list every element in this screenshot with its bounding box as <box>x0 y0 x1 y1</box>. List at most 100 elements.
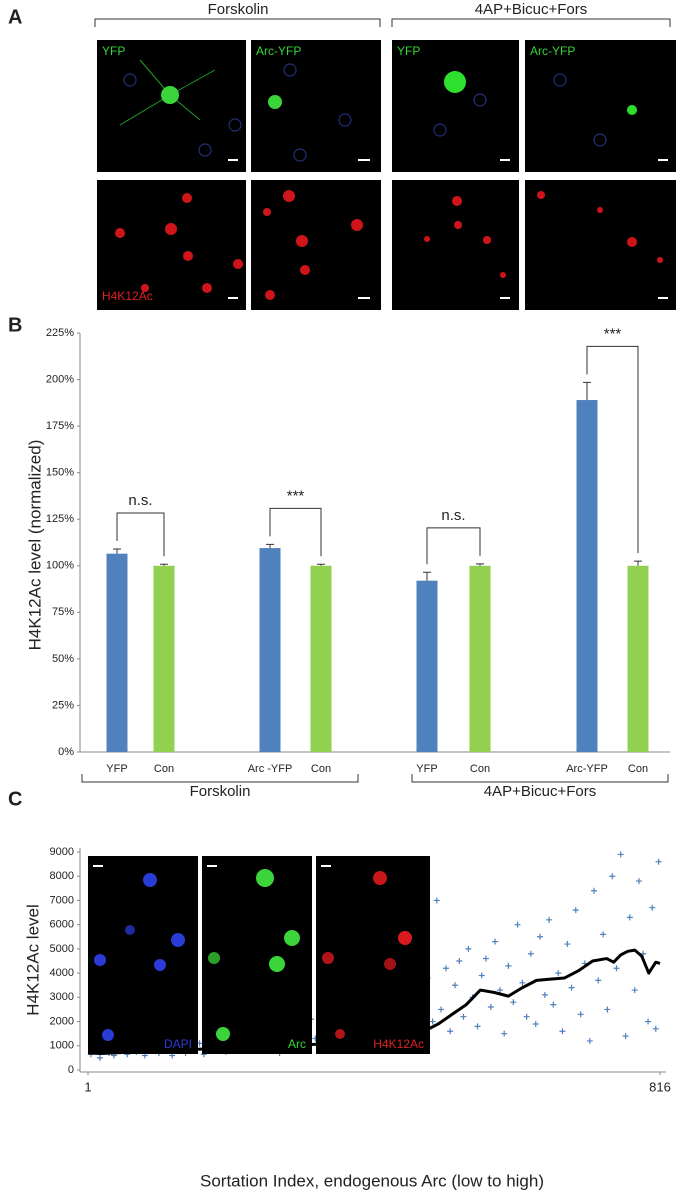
bar <box>416 580 438 752</box>
error-bar <box>634 560 642 566</box>
y-tick-label: 2000 <box>50 1015 74 1027</box>
panel-label: C <box>8 788 22 810</box>
scatter-point <box>460 1013 467 1020</box>
x-axis-label: Sortation Index, endogenous Arc (low to … <box>200 1171 544 1190</box>
scatter-point <box>586 1037 593 1044</box>
x-tick-label: Con <box>470 763 490 775</box>
y-tick-label: 8000 <box>50 870 74 882</box>
panel-label: B <box>8 314 22 336</box>
channel-label: YFP <box>102 44 125 58</box>
group-label: Forskolin <box>190 783 251 800</box>
y-tick-label: 200% <box>46 373 74 385</box>
y-tick-label: 125% <box>46 513 74 525</box>
x-tick-label: Arc-YFP <box>566 763 608 775</box>
channel-label: Arc-YFP <box>530 44 575 58</box>
scatter-point <box>523 1013 530 1020</box>
scatter-point <box>474 1023 481 1030</box>
scatter-point <box>438 1006 445 1013</box>
scatter-point <box>429 1018 436 1025</box>
scatter-point <box>442 965 449 972</box>
scatter-point <box>456 958 463 964</box>
channel-label: YFP <box>397 44 420 58</box>
x-tick-label: Con <box>311 763 331 775</box>
bar <box>310 565 332 752</box>
scatter-point <box>591 887 598 894</box>
y-tick-label: 3000 <box>50 991 74 1003</box>
scatter-point <box>572 907 579 914</box>
scatter-point <box>613 965 620 972</box>
scatter-point <box>564 941 571 948</box>
x-tick-label: 816 <box>649 1079 671 1094</box>
scatter-point <box>622 1033 629 1040</box>
y-tick-label: 50% <box>52 653 74 665</box>
y-tick-label: 0% <box>58 746 74 758</box>
x-tick-label: Con <box>154 763 174 775</box>
y-tick-label: 150% <box>46 467 74 479</box>
scatter-point <box>482 955 489 962</box>
stain-label: H4K12Ac <box>102 289 153 303</box>
scatter-point <box>496 987 503 994</box>
bar <box>469 565 491 752</box>
scatter-point <box>546 916 553 923</box>
scatter-point <box>478 972 485 979</box>
scatter-point <box>96 1054 103 1061</box>
scatter-point <box>501 1030 508 1037</box>
significance-bracket <box>426 527 481 565</box>
scatter-point <box>505 962 512 969</box>
significance-label: *** <box>604 325 622 342</box>
scatter-point <box>600 931 607 938</box>
error-bar <box>266 543 274 549</box>
y-tick-label: 75% <box>52 606 74 618</box>
y-axis-label: H4K12Ac level <box>23 904 42 1016</box>
scatter-point <box>492 938 499 945</box>
scatter-point <box>433 897 440 904</box>
group-bracket <box>94 18 671 27</box>
group-label: Forskolin <box>208 1 269 18</box>
scatter-point <box>514 921 521 928</box>
error-bar <box>113 548 121 554</box>
scatter-point <box>452 982 459 989</box>
y-tick-label: 9000 <box>50 846 74 858</box>
significance-label: n.s. <box>441 507 465 524</box>
inset-micrographs <box>88 856 430 1054</box>
scatter-point <box>635 878 642 885</box>
scatter-point <box>604 1006 611 1013</box>
y-axis-label: H4K12Ac level (normalized) <box>25 440 44 651</box>
y-tick-label: 175% <box>46 420 74 432</box>
panel-label: A <box>8 6 22 28</box>
scatter-point <box>577 1011 584 1018</box>
scatter-point <box>609 873 616 880</box>
scatter-point <box>595 977 602 984</box>
scatter-point <box>510 999 517 1006</box>
scatter-point <box>536 933 543 940</box>
y-tick-label: 225% <box>46 327 74 339</box>
y-tick-label: 0 <box>68 1064 74 1076</box>
inset-label: H4K12Ac <box>373 1037 424 1051</box>
bar <box>106 553 128 752</box>
y-tick-label: 7000 <box>50 894 74 906</box>
scatter-point <box>626 914 633 921</box>
group-label: 4AP+Bicuc+Fors <box>484 783 597 800</box>
y-tick-label: 100% <box>46 560 74 572</box>
y-tick-label: 25% <box>52 699 74 711</box>
error-bar <box>160 563 168 566</box>
significance-label: *** <box>287 487 305 504</box>
x-tick-label: Con <box>628 763 648 775</box>
scatter-point <box>465 945 472 952</box>
error-bar <box>317 563 325 566</box>
scatter-point <box>487 1004 494 1011</box>
bar <box>627 565 649 752</box>
scatter-point <box>447 1028 454 1035</box>
significance-label: n.s. <box>128 492 152 509</box>
scatter-point <box>655 858 662 865</box>
scatter-point <box>649 904 656 911</box>
y-tick-label: 4000 <box>50 967 74 979</box>
scatter-point <box>541 991 548 998</box>
scatter-point <box>652 1025 659 1032</box>
scatter-point <box>645 1018 652 1025</box>
bar <box>153 565 175 752</box>
y-tick-label: 5000 <box>50 943 74 955</box>
scatter-point <box>519 979 526 986</box>
x-tick-label: 1 <box>84 1079 91 1094</box>
error-bar <box>423 571 431 581</box>
